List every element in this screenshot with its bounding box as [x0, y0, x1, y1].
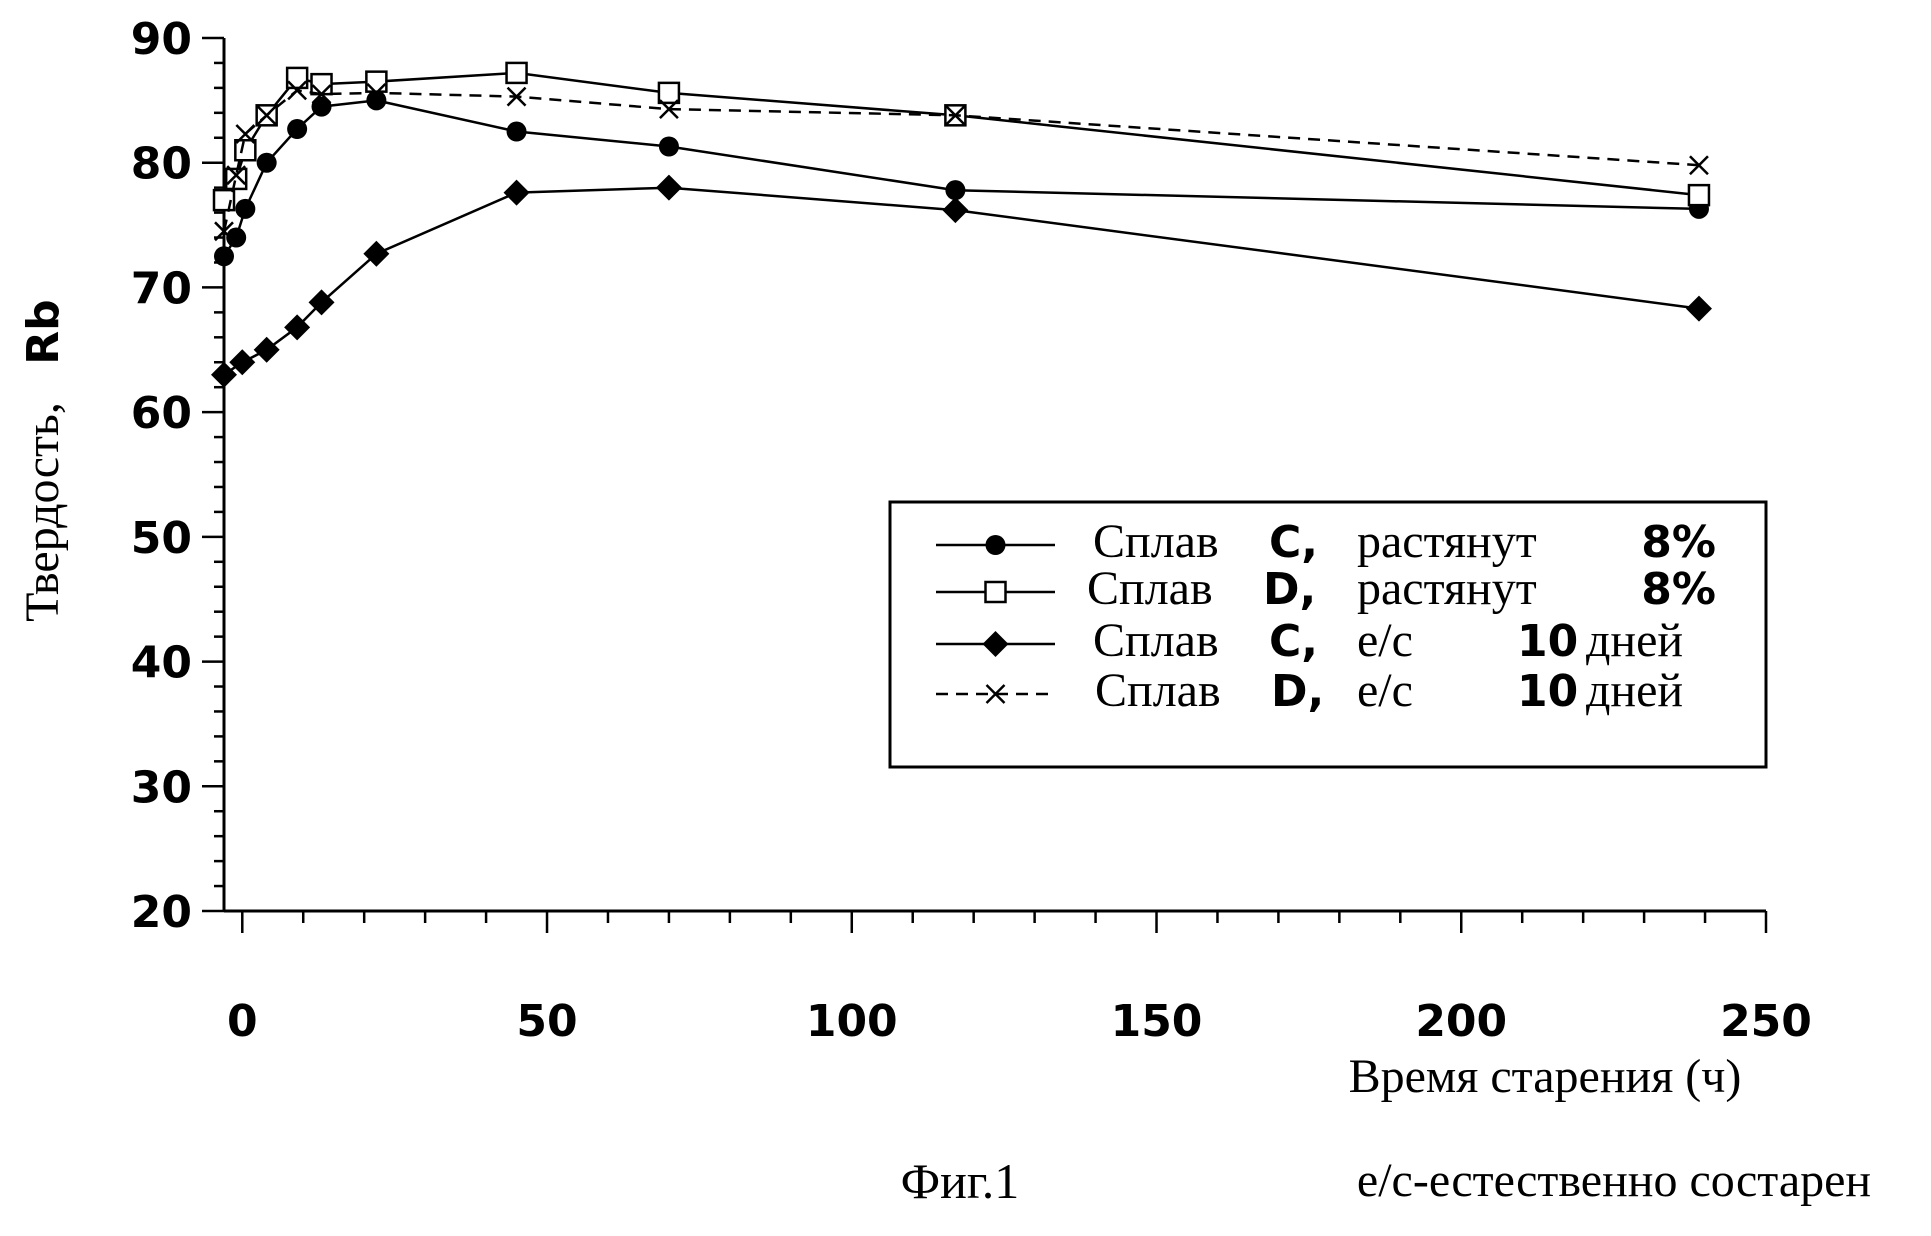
data-point — [942, 197, 968, 223]
y-tick-label: 30 — [131, 762, 192, 813]
legend-amount: 10 — [1517, 616, 1578, 667]
legend-amount: 8% — [1641, 517, 1716, 568]
y-tick-label: 40 — [131, 638, 192, 689]
tick-marks — [202, 38, 1766, 933]
legend-alloy: D, — [1271, 666, 1324, 717]
data-point — [986, 582, 1006, 602]
data-point — [257, 153, 277, 173]
data-point — [507, 63, 527, 83]
data-point — [366, 72, 386, 92]
legend-state: е/с — [1357, 614, 1413, 667]
y-tick-label: 70 — [131, 263, 192, 314]
x-tick-label: 100 — [806, 996, 898, 1047]
x-axis-label: Время старения (ч) — [1349, 1050, 1742, 1103]
data-point — [1686, 296, 1712, 322]
y-tick-label: 90 — [131, 14, 192, 65]
data-point — [254, 337, 280, 363]
data-point — [983, 631, 1009, 657]
legend-entry-4: Сплав D, е/с 10дней — [936, 664, 1683, 717]
data-series — [211, 63, 1712, 388]
x-tick-label: 250 — [1720, 996, 1812, 1047]
legend-amount: 8% — [1641, 564, 1716, 615]
figure-caption: Фиг.1 — [901, 1153, 1020, 1209]
x-tick-label: 150 — [1111, 996, 1203, 1047]
series-line — [224, 73, 1699, 200]
legend-prefix: Сплав — [1093, 614, 1219, 667]
data-point — [235, 140, 255, 160]
y-axis-label-unit: Rb — [18, 299, 69, 364]
footnote: е/с-естественно состарен — [1357, 1154, 1871, 1207]
data-point — [659, 137, 679, 157]
legend-state: е/с — [1357, 664, 1413, 717]
data-point — [656, 175, 682, 201]
legend-entry-3: Сплав C, е/с 10дней — [936, 614, 1683, 667]
legend: Сплав C, растянут 8% Сплав D, растянут 8% Сплав C… — [890, 502, 1766, 767]
x-tick-label: 200 — [1415, 996, 1507, 1047]
y-axis-label: Твердость, Rb — [16, 299, 69, 622]
data-point — [986, 535, 1006, 555]
legend-prefix: Сплав — [1095, 664, 1221, 717]
legend-amount: 10 — [1517, 666, 1578, 717]
chart-canvas: 20 30 40 50 60 70 80 90 0 50 100 150 200 250 Время ст… — [0, 0, 1931, 1231]
legend-unit: дней — [1586, 614, 1683, 667]
y-tick-label: 20 — [131, 887, 192, 938]
legend-prefix: Сплав — [1093, 515, 1219, 568]
legend-alloy: C, — [1269, 517, 1318, 568]
x-tick-label: 50 — [516, 996, 577, 1047]
data-point — [504, 180, 530, 206]
legend-alloy: D, — [1263, 564, 1316, 615]
x-tick-label: 0 — [227, 996, 258, 1047]
legend-prefix: Сплав — [1087, 562, 1213, 615]
legend-state: растянут — [1357, 515, 1537, 568]
data-point — [312, 74, 332, 94]
legend-unit: дней — [1586, 664, 1683, 717]
y-tick-label: 80 — [131, 139, 192, 190]
y-tick-label: 50 — [131, 513, 192, 564]
legend-alloy: C, — [1269, 616, 1318, 667]
data-point — [507, 122, 527, 142]
data-point — [235, 199, 255, 219]
hardness-aging-chart: 20 30 40 50 60 70 80 90 0 50 100 150 200 250 Время ст… — [0, 0, 1931, 1231]
axes — [224, 38, 1766, 911]
data-point — [287, 119, 307, 139]
series-3 — [211, 175, 1712, 388]
y-axis-label-text: Твердость, — [16, 402, 69, 622]
data-point — [1689, 185, 1709, 205]
legend-entry-2: Сплав D, растянут 8% — [936, 562, 1716, 615]
legend-entry-1: Сплав C, растянут 8% — [936, 515, 1716, 568]
legend-state: растянут — [1357, 562, 1537, 615]
data-point — [214, 246, 234, 266]
y-tick-label: 60 — [131, 388, 192, 439]
tick-labels: 20 30 40 50 60 70 80 90 0 50 100 150 200 250 — [131, 14, 1812, 1047]
legend-items: Сплав C, растянут 8% Сплав D, растянут 8% Сплав C… — [936, 515, 1716, 717]
data-point — [659, 83, 679, 103]
